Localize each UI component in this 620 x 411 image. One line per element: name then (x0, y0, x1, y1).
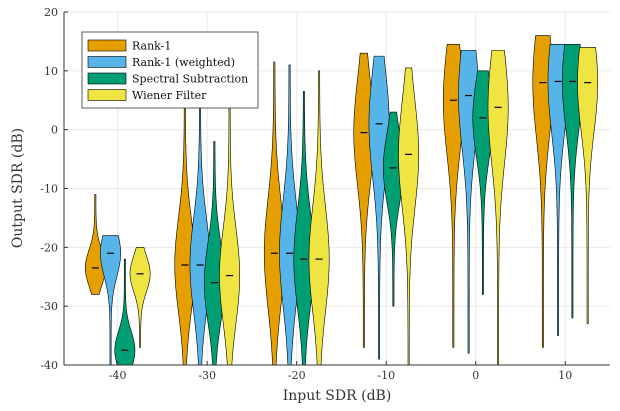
violins (84, 35, 599, 366)
y-tick-label: -10 (40, 183, 58, 196)
x-axis-title: Input SDR (dB) (283, 388, 392, 404)
legend-swatch (87, 89, 127, 101)
legend-label: Wiener Filter (132, 89, 207, 102)
violin-shape (398, 67, 420, 366)
y-tick-label: -40 (40, 359, 58, 372)
violin-shape (532, 35, 554, 348)
x-tick-label: 0 (472, 369, 479, 382)
legend-swatch (87, 39, 127, 52)
x-tick-label: -40 (109, 369, 127, 382)
y-tick-label: -30 (40, 300, 58, 313)
violin-shape (577, 47, 599, 325)
legend: Rank-1 Rank-1 (weighted) Spectral Subtract… (81, 31, 259, 109)
y-tick-label: -20 (40, 241, 58, 254)
legend-swatch (87, 56, 127, 68)
violin-shape (84, 194, 106, 295)
violin-shape (219, 99, 240, 366)
violin-shape (562, 44, 583, 319)
legend-label: Rank-1 (weighted) (132, 56, 235, 69)
x-tick-label: 10 (558, 369, 572, 382)
y-tick-label: 10 (44, 65, 58, 78)
y-tick-label: 20 (44, 6, 58, 19)
y-axis-title: Output SDR (dB) (10, 128, 26, 248)
x-tick-label: -20 (288, 369, 306, 382)
violin-shape (487, 49, 509, 366)
violin-shape (547, 44, 569, 336)
legend-swatch (87, 72, 127, 85)
tick-labels: -40 -30 -20 -10 0 10 -40 -30 -20 -10 0 10 20 (40, 6, 572, 382)
legend-label: Rank-1 (132, 40, 171, 53)
legend-label: Spectral Subtraction (132, 73, 248, 86)
x-tick-label: -10 (377, 369, 395, 382)
violin-shape (129, 247, 151, 348)
violin-shape (263, 61, 285, 366)
x-tick-label: -30 (198, 369, 216, 382)
violin-shape (308, 70, 330, 366)
violin-shape (442, 44, 464, 348)
y-tick-label: 0 (51, 124, 58, 137)
